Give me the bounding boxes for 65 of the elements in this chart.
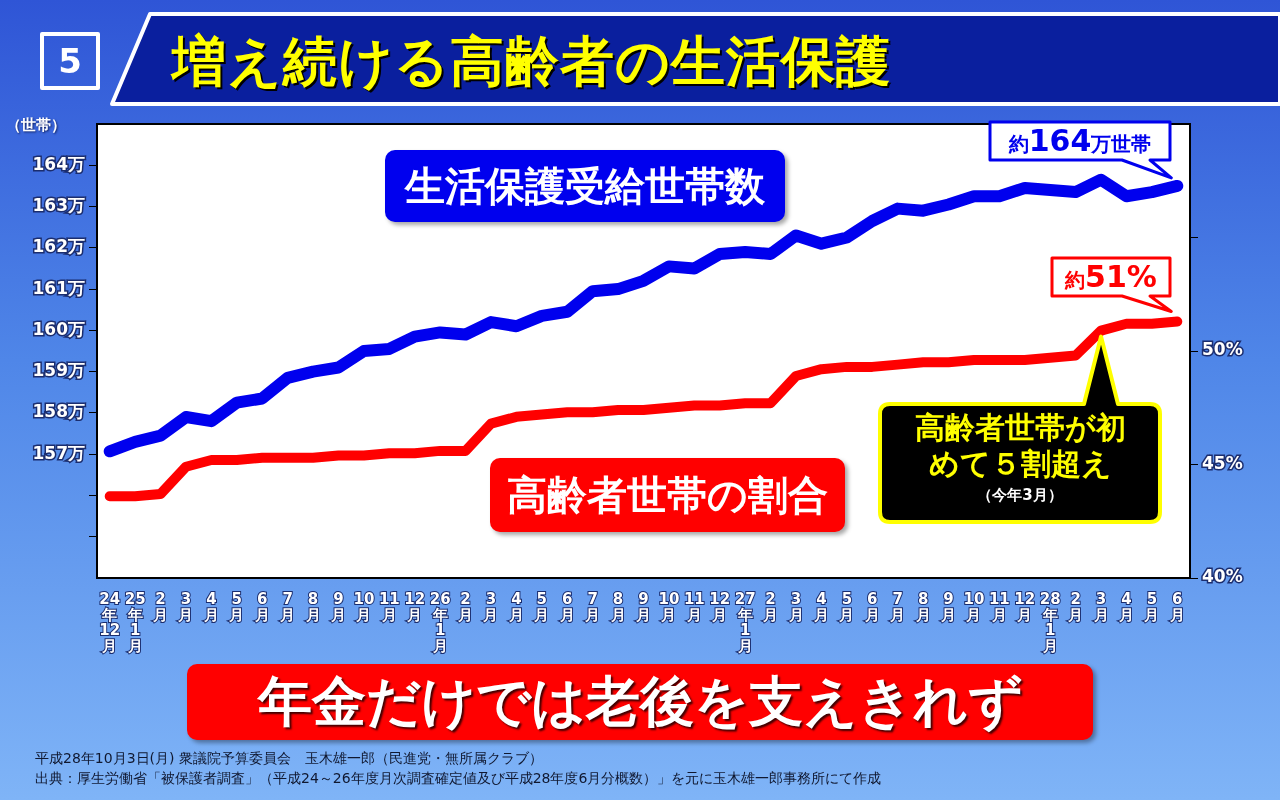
x-tick-label: 26年1月	[429, 589, 451, 656]
x-tick-label: 4月	[507, 589, 524, 624]
y-tick-label: 164万	[32, 153, 85, 174]
series-label: 生活保護受給世帯数	[385, 150, 785, 222]
x-tick-label: 9月	[635, 589, 651, 624]
x-tick-label: 4月	[1117, 589, 1134, 624]
x-tick-label: 8月	[304, 589, 321, 624]
x-tick-label: 7月	[279, 589, 296, 624]
x-tick-label: 8月	[914, 589, 931, 624]
x-tick-label: 5月	[1143, 589, 1160, 624]
x-tick-label: 3月	[787, 589, 804, 624]
x-tick-label: 9月	[329, 589, 346, 624]
x-tick-label: 7月	[889, 589, 906, 624]
x-tick-label: 10月	[658, 589, 680, 624]
x-tick-label: 2月	[1067, 589, 1084, 624]
x-tick-label: 11月	[683, 589, 705, 624]
x-tick-label: 2月	[762, 589, 779, 624]
x-tick-label: 6月	[558, 589, 575, 624]
x-tick-label: 6月	[863, 589, 880, 624]
x-tick-label: 3月	[482, 589, 499, 624]
source-note: 出典：厚生労働省「被保護者調査」（平成24～26年度月次調査確定値及び平成28年度6月分概数）」を元に玉木雄一郎事務所にて作成	[35, 770, 882, 788]
x-tick-label: 6月	[253, 589, 270, 624]
x-tick-label: 3月	[1092, 589, 1109, 624]
y-tick-label: 162万	[32, 236, 85, 257]
x-tick-label: 25年1月	[124, 589, 146, 656]
y-tick-label: 163万	[32, 194, 85, 215]
text: 年金だけでは老後を支えきれず	[187, 664, 1093, 740]
x-tick-label: 7月	[584, 589, 601, 624]
x-tick-label: 12月	[709, 589, 731, 624]
x-tick-label: 5月	[228, 589, 245, 624]
x-tick-label: 6月	[1168, 589, 1185, 624]
x-tick-label: 11月	[988, 589, 1010, 624]
annotation: （今年3月）	[976, 486, 1064, 505]
x-tick-label: 24年12月	[99, 589, 121, 656]
x-tick-label: 2月	[152, 589, 169, 624]
y-axis-title: （世帯）	[6, 116, 66, 135]
y2-tick-label: 50%	[1202, 339, 1243, 360]
text: 平成28年10月3日(月) 衆議院予算委員会 玉木雄一郎（民進党・無所属クラブ）	[35, 750, 543, 768]
annotation: 約51%	[1065, 259, 1157, 294]
series-label: 高齢者世帯の割合	[490, 458, 845, 532]
x-tick-label: 5月	[838, 589, 855, 624]
y2-tick-label: 45%	[1202, 452, 1243, 473]
x-tick-label: 3月	[177, 589, 194, 624]
x-tick-label: 27年1月	[734, 589, 756, 656]
x-tick-label: 9月	[940, 589, 957, 624]
y-tick-label: 158万	[32, 401, 85, 422]
x-tick-label: 11月	[378, 589, 400, 624]
annotation: 高齢者世帯が初めて５割超え	[913, 410, 1127, 482]
y-tick-label: 160万	[32, 318, 85, 339]
x-tick-label: 4月	[202, 589, 219, 624]
y-tick-label: 157万	[32, 442, 85, 463]
x-tick-label: 4月	[812, 589, 829, 624]
x-tick-label: 10月	[353, 589, 375, 624]
x-tick-label: 12月	[1014, 589, 1036, 624]
x-tick-label: 8月	[609, 589, 626, 624]
x-tick-label: 12月	[404, 589, 426, 624]
x-tick-label: 28年1月	[1039, 589, 1061, 656]
chart-title: 増え続ける高齢者の生活保護	[172, 29, 891, 95]
x-tick-label: 2月	[457, 589, 474, 624]
annotation: 約164万世帯	[1008, 123, 1152, 158]
y2-tick-label: 40%	[1202, 566, 1243, 587]
x-tick-label: 5月	[533, 589, 550, 624]
x-tick-label: 10月	[963, 589, 985, 624]
y-tick-label: 159万	[32, 360, 85, 381]
y-tick-label: 161万	[32, 277, 85, 298]
